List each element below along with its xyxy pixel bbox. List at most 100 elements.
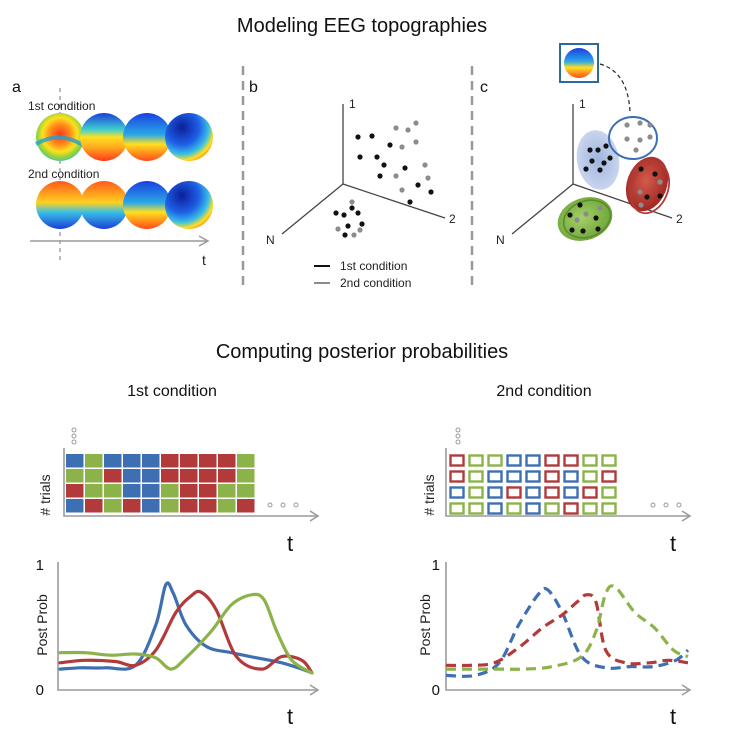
scatter-point	[657, 193, 663, 199]
scatter-point	[399, 144, 405, 150]
cond2-trials-ylabel: # trials	[421, 474, 437, 515]
trial-cell	[180, 499, 198, 513]
topomap	[123, 113, 171, 161]
scatter-point	[341, 212, 347, 218]
trial-cell	[582, 502, 598, 515]
trial-cell	[449, 502, 465, 515]
scatter-point	[387, 142, 393, 148]
panel-a-row1-label: 1st condition	[28, 99, 95, 113]
cond2-postprob-axes	[445, 562, 690, 691]
arrow-icon	[681, 684, 692, 696]
dots-icon	[267, 502, 299, 508]
trial-cell	[199, 454, 217, 468]
scatter-point	[607, 155, 613, 161]
scatter-point	[351, 232, 357, 238]
scatter-point	[601, 160, 607, 166]
cluster-outline-green	[562, 199, 612, 239]
axis-2	[572, 183, 673, 219]
trial-cell	[161, 499, 179, 513]
cond1-trial-grid	[66, 454, 255, 513]
trial-cell	[563, 502, 579, 515]
topomap	[165, 181, 213, 229]
scatter-point	[413, 139, 419, 145]
cond1-title: 1st condition	[127, 383, 217, 400]
trial-cell	[142, 469, 160, 483]
arrow-icon	[309, 684, 320, 696]
trial-cell	[449, 486, 465, 499]
trial-cell	[237, 484, 255, 498]
arrow-icon	[681, 510, 692, 522]
trial-cell	[468, 454, 484, 467]
cluster-green	[557, 197, 613, 241]
cond1-postprob-axes	[57, 562, 318, 691]
trial-cell	[218, 499, 236, 513]
trial-cell	[563, 470, 579, 483]
topo-row-1	[34, 113, 213, 161]
trial-cell	[85, 454, 103, 468]
cond1-ytick-1: 1	[36, 557, 44, 574]
scatter-point	[567, 212, 573, 218]
trial-cell	[449, 470, 465, 483]
cluster-red	[625, 156, 669, 212]
trial-cell	[487, 470, 503, 483]
axis-1-label: 1	[579, 97, 586, 111]
panel-c: c 1 2 N	[480, 43, 683, 247]
topo-row-2	[36, 181, 213, 229]
scatter-point	[597, 167, 603, 173]
series-line-red	[58, 589, 314, 675]
trial-cell	[487, 454, 503, 467]
cond2-trial-grid	[449, 454, 617, 515]
trial-cell	[142, 454, 160, 468]
scatter-point	[624, 136, 630, 142]
panel-a-row2-label: 2nd condition	[28, 167, 99, 181]
scatter-points	[333, 120, 434, 238]
axis-2	[342, 183, 446, 219]
trial-cell	[161, 469, 179, 483]
trial-cell	[104, 499, 122, 513]
trial-cell	[544, 502, 560, 515]
trial-cell	[506, 502, 522, 515]
trial-cell	[506, 470, 522, 483]
scatter-point	[335, 226, 341, 232]
trial-cell	[525, 470, 541, 483]
trial-cell	[66, 484, 84, 498]
trial-cell	[237, 499, 255, 513]
trial-cell	[199, 484, 217, 498]
scatter-point	[624, 122, 630, 128]
scatter-point	[359, 221, 365, 227]
scatter-point	[583, 166, 589, 172]
topomap	[165, 113, 213, 161]
trial-cell	[180, 469, 198, 483]
scatter-point	[349, 199, 355, 205]
scatter-point	[349, 205, 355, 211]
connector	[599, 63, 631, 113]
trial-cell	[582, 486, 598, 499]
scatter-point	[342, 232, 348, 238]
scatter-point	[413, 120, 419, 126]
trial-cell	[601, 486, 617, 499]
trial-cell	[525, 502, 541, 515]
scatter-point	[377, 173, 383, 179]
cond2-trials-xlabel: t	[670, 531, 676, 556]
trial-cell	[218, 454, 236, 468]
scatter-point	[637, 189, 643, 195]
trial-cell	[104, 454, 122, 468]
cond1-trials-axes	[63, 448, 318, 517]
trial-cell	[506, 486, 522, 499]
scatter-point	[657, 179, 663, 185]
trial-cell	[104, 469, 122, 483]
trial-cell	[142, 499, 160, 513]
cond2-title: 2nd condition	[496, 383, 591, 400]
trial-cell	[563, 486, 579, 499]
series-line-green	[445, 584, 689, 671]
trial-cell	[601, 454, 617, 467]
panel-b: b 1 2 N 1st condition 2nd condition	[249, 79, 456, 290]
trial-cell	[85, 499, 103, 513]
scatter-point	[580, 228, 586, 234]
trial-cell	[66, 499, 84, 513]
scatter-point	[407, 199, 413, 205]
trial-cell	[449, 454, 465, 467]
scatter-point	[647, 122, 653, 128]
scatter-point	[357, 154, 363, 160]
trial-cell	[506, 454, 522, 467]
